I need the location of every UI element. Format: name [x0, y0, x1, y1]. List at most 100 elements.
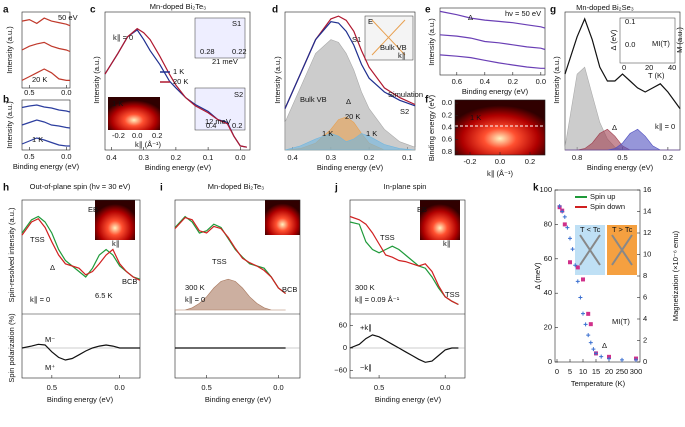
point: [586, 311, 591, 316]
line: [21, 41, 71, 53]
x-tick-label: 0.4: [287, 153, 297, 162]
annotation: Δ: [468, 13, 473, 22]
point: [607, 356, 611, 361]
x-tick-label: 10: [579, 367, 587, 376]
annotation: Bulk VB: [380, 43, 407, 52]
panel-title: Mn-doped Bi₂Te₃: [208, 182, 264, 191]
x-tick-label: 0.6: [452, 77, 462, 86]
polarization-line: [21, 343, 140, 361]
annotation: Δ: [346, 97, 351, 106]
x-axis-label: Binding energy (eV): [205, 395, 272, 404]
heatmap: [455, 100, 545, 155]
annotation: S1: [232, 19, 241, 28]
annotation: 20 K: [32, 75, 47, 84]
x-tick-label: 0.4: [106, 153, 116, 162]
annotation: hν = 50 eV: [505, 9, 541, 18]
x-tick-label: 0.0: [235, 153, 245, 162]
panel-letter: h: [3, 183, 9, 194]
annotation: 20 K: [345, 112, 360, 121]
y-tick-label: 0: [343, 343, 347, 352]
line: [21, 217, 141, 281]
y-tick-label: 40: [544, 288, 552, 297]
x-axis-label: Binding energy (eV): [462, 87, 529, 96]
annotation: 1 K: [470, 113, 481, 122]
annotation: 1 K: [366, 129, 377, 138]
annotation: T < Tc: [580, 225, 601, 234]
x-axis-label: Binding energy (eV): [13, 162, 80, 171]
y-tick-label: 0: [548, 357, 552, 366]
point: [578, 295, 583, 300]
y2-tick-label: 16: [643, 185, 651, 194]
legend-label: Spin down: [590, 202, 625, 211]
line: [21, 17, 71, 27]
x-tick-label: 0.5: [617, 153, 627, 162]
y2-tick-label: 12: [643, 228, 651, 237]
x-axis-label: k∥ (Å⁻¹): [487, 169, 514, 178]
annotation: 1 K: [32, 135, 43, 144]
annotation: k∥ = 0: [655, 122, 675, 131]
annotation: 0.22: [232, 47, 247, 56]
x-tick-label: 0.5: [201, 383, 211, 392]
point: [568, 236, 572, 241]
x-tick-label: 0.5: [374, 383, 384, 392]
point: [620, 357, 624, 362]
annotation: BCB: [282, 285, 297, 294]
panel-letter: i: [160, 183, 163, 194]
y-axis-label: Intensity (a.u.): [5, 26, 14, 74]
annotation: k∥ (Å⁻¹): [135, 140, 162, 149]
x-tick-label: 0.1: [402, 153, 412, 162]
point: [560, 209, 565, 214]
point: [594, 351, 598, 356]
annotation: BCB: [122, 277, 137, 286]
x-tick-label: 250: [616, 367, 629, 376]
x-tick-label: 20: [605, 367, 613, 376]
annotation: −k∥: [360, 363, 372, 372]
point: [588, 322, 593, 327]
legend-label: Spin up: [590, 192, 615, 201]
inset-heatmap: [108, 97, 160, 130]
y-axis-label: Intensity (a.u.): [92, 56, 101, 104]
point: [581, 277, 585, 282]
point: [565, 225, 570, 230]
x-axis-label: Binding energy (eV): [317, 163, 384, 172]
annotation: S1: [352, 35, 361, 44]
y2-tick-label: 2: [643, 335, 647, 344]
line: [439, 54, 545, 69]
x-axis-label: Binding energy (eV): [375, 395, 442, 404]
x-tick-label: 0.0: [273, 383, 283, 392]
x-tick-label: 15: [592, 367, 600, 376]
annotation: E: [368, 17, 373, 26]
annotation: M (a.u.): [675, 27, 684, 53]
x-tick-label: -0.2: [464, 157, 477, 166]
annotation: Simulation: [388, 90, 423, 99]
annotation: T > Tc: [612, 225, 633, 234]
y-tick-label: 0.0: [442, 98, 452, 107]
x-axis-label: Binding energy (eV): [587, 163, 654, 172]
point: [591, 347, 596, 352]
panel-letter: a: [3, 5, 9, 16]
annotation: 0.4: [206, 121, 216, 130]
plot-frame: [174, 199, 301, 379]
x-tick-label: 0.5: [47, 383, 57, 392]
area: [565, 128, 680, 151]
x-tick-label: 0.2: [171, 153, 181, 162]
y-tick-label: 0.6: [442, 135, 452, 144]
point: [575, 279, 580, 284]
x-tick-label: 0.0: [440, 383, 450, 392]
line: [21, 68, 70, 81]
inset-heatmap: [265, 200, 300, 235]
point: [573, 263, 578, 268]
legend-label: 20 K: [173, 77, 188, 86]
annotation: Δ: [602, 341, 607, 350]
y2-tick-label: 14: [643, 206, 651, 215]
annotation: 0.0: [625, 40, 635, 49]
point: [575, 265, 580, 270]
y-axis-label: Intensity (a.u.): [273, 56, 282, 104]
annotation: 300 K: [355, 283, 375, 292]
x-tick-label: 0.3: [138, 153, 148, 162]
panel-letter: f: [425, 95, 429, 106]
line: [21, 215, 141, 280]
y-tick-label: 0.2: [442, 110, 452, 119]
point: [634, 357, 638, 362]
